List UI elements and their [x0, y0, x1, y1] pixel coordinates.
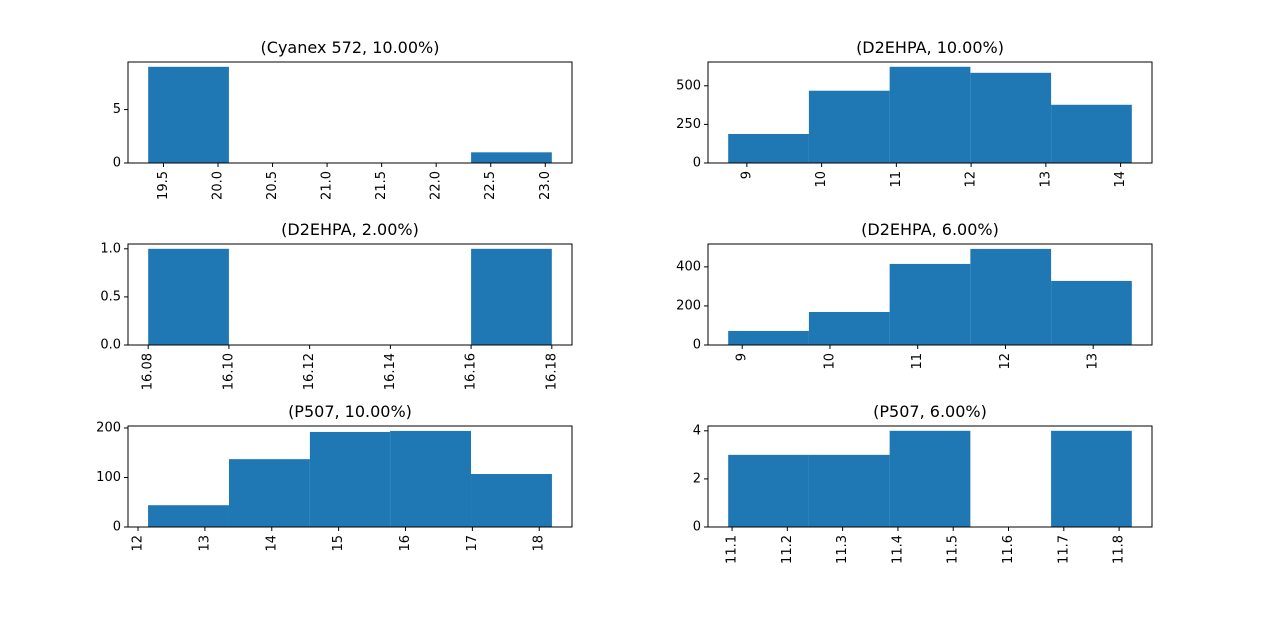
histogram-bar [309, 431, 391, 527]
subplot-title: (P507, 10.00%) [288, 402, 412, 421]
histogram-bar [148, 66, 229, 163]
x-tick-label: 20.5 [265, 171, 280, 200]
x-tick-label: 16.18 [544, 353, 559, 390]
y-tick-label: 400 [676, 259, 701, 274]
y-tick-label: 0 [693, 520, 701, 535]
axes-frame [707, 425, 1153, 528]
x-tick-label: 22.0 [429, 171, 444, 200]
x-tick-label: 20.0 [211, 171, 226, 200]
histogram-bar [148, 505, 229, 527]
y-tick-label: 500 [676, 78, 701, 93]
histogram-bar [970, 72, 1052, 163]
histogram-bar [970, 248, 1052, 345]
x-tick-label: 13 [1038, 171, 1053, 188]
y-tick-label: 0 [693, 338, 701, 353]
y-tick-label: 0.0 [100, 338, 121, 353]
histogram-bar [148, 248, 229, 345]
x-tick-label: 11 [910, 353, 925, 370]
x-tick-label: 16.08 [141, 353, 156, 390]
y-tick-label: 0.5 [100, 289, 121, 304]
histogram-bar [808, 454, 890, 527]
x-tick-label: 11.7 [1056, 535, 1071, 564]
x-tick-label: 9 [739, 171, 754, 179]
x-tick-label: 11.5 [946, 535, 961, 564]
x-tick-label: 11.4 [890, 535, 905, 564]
y-tick-label: 2 [693, 471, 701, 486]
x-tick-label: 11.3 [835, 535, 850, 564]
y-tick-label: 200 [676, 298, 701, 313]
histogram-bar [728, 133, 809, 163]
histogram-bar [1051, 430, 1132, 527]
histogram-bar [1051, 280, 1132, 345]
y-tick-label: 0 [113, 156, 121, 171]
subplot-title: (D2EHPA, 10.00%) [856, 38, 1004, 57]
histogram-bar [889, 263, 971, 345]
x-tick-label: 11.1 [725, 535, 740, 564]
x-tick-label: 12 [964, 171, 979, 188]
x-tick-label: 22.5 [483, 171, 498, 200]
y-tick-label: 0 [113, 520, 121, 535]
x-tick-label: 14 [1113, 171, 1128, 188]
y-tick-label: 100 [96, 470, 121, 485]
x-tick-label: 11 [889, 171, 904, 188]
x-tick-label: 16.12 [302, 353, 317, 390]
x-tick-label: 18 [532, 535, 547, 552]
y-tick-label: 0 [693, 156, 701, 171]
x-tick-label: 11.6 [1001, 535, 1016, 564]
x-tick-label: 11.2 [780, 535, 795, 564]
histogram-bar [728, 330, 809, 345]
x-tick-label: 13 [1086, 353, 1101, 370]
axes-frame [127, 425, 573, 528]
x-tick-label: 16.14 [383, 353, 398, 390]
histogram-bar [889, 430, 971, 527]
histogram-bar [889, 66, 971, 163]
histogram-bar [228, 459, 310, 527]
y-tick-label: 200 [96, 420, 121, 435]
x-tick-label: 10 [814, 171, 829, 188]
axes-frame [707, 61, 1153, 164]
histogram-bar [808, 311, 890, 345]
histogram-bar [390, 430, 472, 527]
subplot-title: (D2EHPA, 2.00%) [281, 220, 419, 239]
x-tick-label: 9 [735, 353, 750, 361]
histogram-bar [471, 152, 552, 163]
x-tick-label: 12 [131, 535, 146, 552]
axes-frame [127, 243, 573, 346]
y-tick-label: 5 [113, 102, 121, 117]
x-tick-label: 19.5 [156, 171, 171, 200]
x-tick-label: 10 [822, 353, 837, 370]
histogram-bar [471, 248, 552, 345]
x-tick-label: 17 [465, 535, 480, 552]
histogram-bar [728, 454, 809, 527]
subplot-title: (D2EHPA, 6.00%) [861, 220, 999, 239]
x-tick-label: 21.0 [320, 171, 335, 200]
x-tick-label: 13 [197, 535, 212, 552]
histogram-bar [1051, 104, 1132, 163]
x-tick-label: 16.16 [464, 353, 479, 390]
axes-frame [127, 61, 573, 164]
x-tick-label: 21.5 [374, 171, 389, 200]
y-tick-label: 250 [676, 117, 701, 132]
y-tick-label: 4 [693, 423, 701, 438]
axes-frame [707, 243, 1153, 346]
x-tick-label: 11.8 [1112, 535, 1127, 564]
x-tick-label: 16 [398, 535, 413, 552]
x-tick-label: 14 [264, 535, 279, 552]
x-tick-label: 15 [331, 535, 346, 552]
histogram-bar [471, 474, 552, 527]
y-tick-label: 1.0 [100, 241, 121, 256]
subplot-title: (Cyanex 572, 10.00%) [261, 38, 440, 57]
subplot-title: (P507, 6.00%) [873, 402, 987, 421]
histogram-bar [808, 90, 890, 163]
x-tick-label: 12 [998, 353, 1013, 370]
x-tick-label: 23.0 [538, 171, 553, 200]
x-tick-label: 16.10 [221, 353, 236, 390]
